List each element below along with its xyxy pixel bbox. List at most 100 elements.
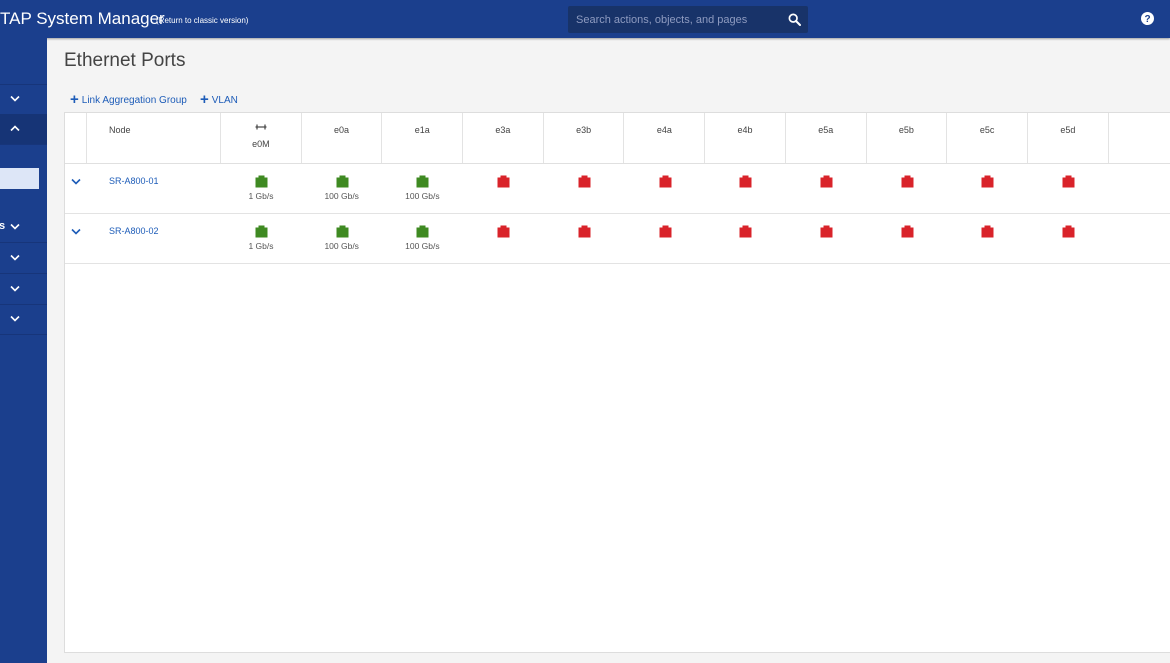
port-cell: 1 Gb/s <box>221 225 301 265</box>
port-header-label: e0a <box>334 125 350 135</box>
node-link[interactable]: SR-A800-01 <box>109 176 159 186</box>
ethernet-port-down-icon[interactable] <box>820 175 833 188</box>
port-cell <box>544 225 624 265</box>
port-speed: 100 Gb/s <box>324 241 359 251</box>
ethernet-port-down-icon[interactable] <box>820 225 833 238</box>
chevron-down-icon <box>10 285 20 292</box>
port-cell <box>463 225 543 265</box>
plus-icon: + <box>200 91 209 108</box>
port-cell <box>463 175 543 215</box>
port-header-label: e0M <box>252 139 270 149</box>
ethernet-port-down-icon[interactable] <box>901 225 914 238</box>
port-column-header: e3a <box>463 113 544 163</box>
port-header-label: e5a <box>818 125 834 135</box>
ethernet-port-down-icon[interactable] <box>739 225 752 238</box>
page-title: Ethernet Ports <box>64 50 186 71</box>
port-cell <box>1028 225 1108 265</box>
port-cell: 100 Gb/s <box>382 225 462 265</box>
add-link-aggregation-group-label: Link Aggregation Group <box>81 94 187 106</box>
ethernet-port-up-icon[interactable] <box>255 175 268 188</box>
port-header-label: e3b <box>576 125 592 135</box>
chevron-down-icon[interactable] <box>71 228 81 235</box>
ethernet-port-down-icon[interactable] <box>901 175 914 188</box>
port-cell <box>786 175 866 215</box>
port-cell <box>705 225 785 265</box>
plus-icon: + <box>70 91 79 108</box>
port-column-header: e0M <box>221 113 302 163</box>
add-vlan-button[interactable]: + VLAN <box>200 91 238 108</box>
chevron-down-icon <box>10 223 20 230</box>
add-vlan-label: VLAN <box>211 94 238 106</box>
ethernet-port-down-icon[interactable] <box>659 225 672 238</box>
port-cell <box>867 175 947 215</box>
header-divider <box>65 163 1170 164</box>
port-header-label: e5c <box>979 125 995 135</box>
port-cell <box>625 175 705 215</box>
node-link[interactable]: SR-A800-02 <box>109 226 159 236</box>
ethernet-port-down-icon[interactable] <box>1062 225 1075 238</box>
sidebar-item-1[interactable] <box>0 84 47 115</box>
expand-column-header <box>65 113 87 163</box>
search-icon[interactable] <box>788 13 801 26</box>
add-link-aggregation-group-button[interactable]: + Link Aggregation Group <box>70 91 187 108</box>
port-speed: 1 Gb/s <box>248 241 274 251</box>
port-cell: 1 Gb/s <box>221 175 301 215</box>
sidebar-item-2[interactable] <box>0 114 47 145</box>
port-cell: 100 Gb/s <box>382 175 462 215</box>
port-speed: 100 Gb/s <box>405 241 440 251</box>
port-cell <box>705 175 785 215</box>
port-cell <box>625 225 705 265</box>
ethernet-port-up-icon[interactable] <box>416 225 429 238</box>
port-column-header: e5a <box>786 113 867 163</box>
port-header-label: e5b <box>898 125 914 135</box>
help-icon[interactable]: ? <box>1141 12 1154 25</box>
chevron-down-icon[interactable] <box>71 178 81 185</box>
search-input[interactable] <box>576 6 776 33</box>
port-column-header: e5c <box>947 113 1028 163</box>
ethernet-port-down-icon[interactable] <box>578 175 591 188</box>
port-column-header: e4b <box>705 113 786 163</box>
row-divider <box>65 213 1170 214</box>
ethernet-ports-table: Node e0M e0a e1a e3a e3b e4a e4b e5a e5b e5c e5d S… <box>64 112 1170 653</box>
port-column-header: e1a <box>382 113 464 163</box>
port-header-label: e3a <box>495 125 511 135</box>
sidebar-item-5[interactable] <box>0 274 47 305</box>
port-column-header: e0a <box>302 113 383 163</box>
port-column-header: e5d <box>1028 113 1109 163</box>
ethernet-port-down-icon[interactable] <box>578 225 591 238</box>
node-header-label: Node <box>109 125 131 135</box>
port-cell <box>1028 175 1108 215</box>
ethernet-port-up-icon[interactable] <box>255 225 268 238</box>
ethernet-port-up-icon[interactable] <box>336 175 349 188</box>
port-cell: 100 Gb/s <box>302 225 382 265</box>
sidebar-item-3[interactable]: s <box>0 212 47 243</box>
node-column-header: Node <box>87 113 221 163</box>
ethernet-port-down-icon[interactable] <box>981 225 994 238</box>
sidebar-item-4[interactable] <box>0 243 47 274</box>
port-cell <box>947 225 1027 265</box>
return-to-classic-link[interactable]: (Return to classic version) <box>156 16 249 25</box>
management-port-icon <box>255 124 267 130</box>
global-search[interactable] <box>568 6 808 33</box>
sidebar-selected-subitem[interactable] <box>0 168 39 189</box>
chevron-down-icon <box>10 315 20 322</box>
ethernet-port-down-icon[interactable] <box>981 175 994 188</box>
port-column-header: e3b <box>544 113 625 163</box>
ethernet-port-up-icon[interactable] <box>336 225 349 238</box>
port-cell <box>544 175 624 215</box>
chevron-down-icon <box>10 95 20 102</box>
ethernet-port-down-icon[interactable] <box>659 175 672 188</box>
ethernet-port-down-icon[interactable] <box>497 175 510 188</box>
port-speed: 1 Gb/s <box>248 191 274 201</box>
ethernet-port-down-icon[interactable] <box>739 175 752 188</box>
ethernet-port-up-icon[interactable] <box>416 175 429 188</box>
port-cell <box>947 175 1027 215</box>
row-divider <box>65 263 1170 264</box>
port-column-header: e4a <box>625 113 706 163</box>
port-column-header: e5b <box>867 113 948 163</box>
top-header-bar: TAP System Manager (Return to classic ve… <box>0 0 1170 38</box>
port-cell <box>786 225 866 265</box>
ethernet-port-down-icon[interactable] <box>497 225 510 238</box>
sidebar-item-6[interactable] <box>0 304 47 335</box>
ethernet-port-down-icon[interactable] <box>1062 175 1075 188</box>
